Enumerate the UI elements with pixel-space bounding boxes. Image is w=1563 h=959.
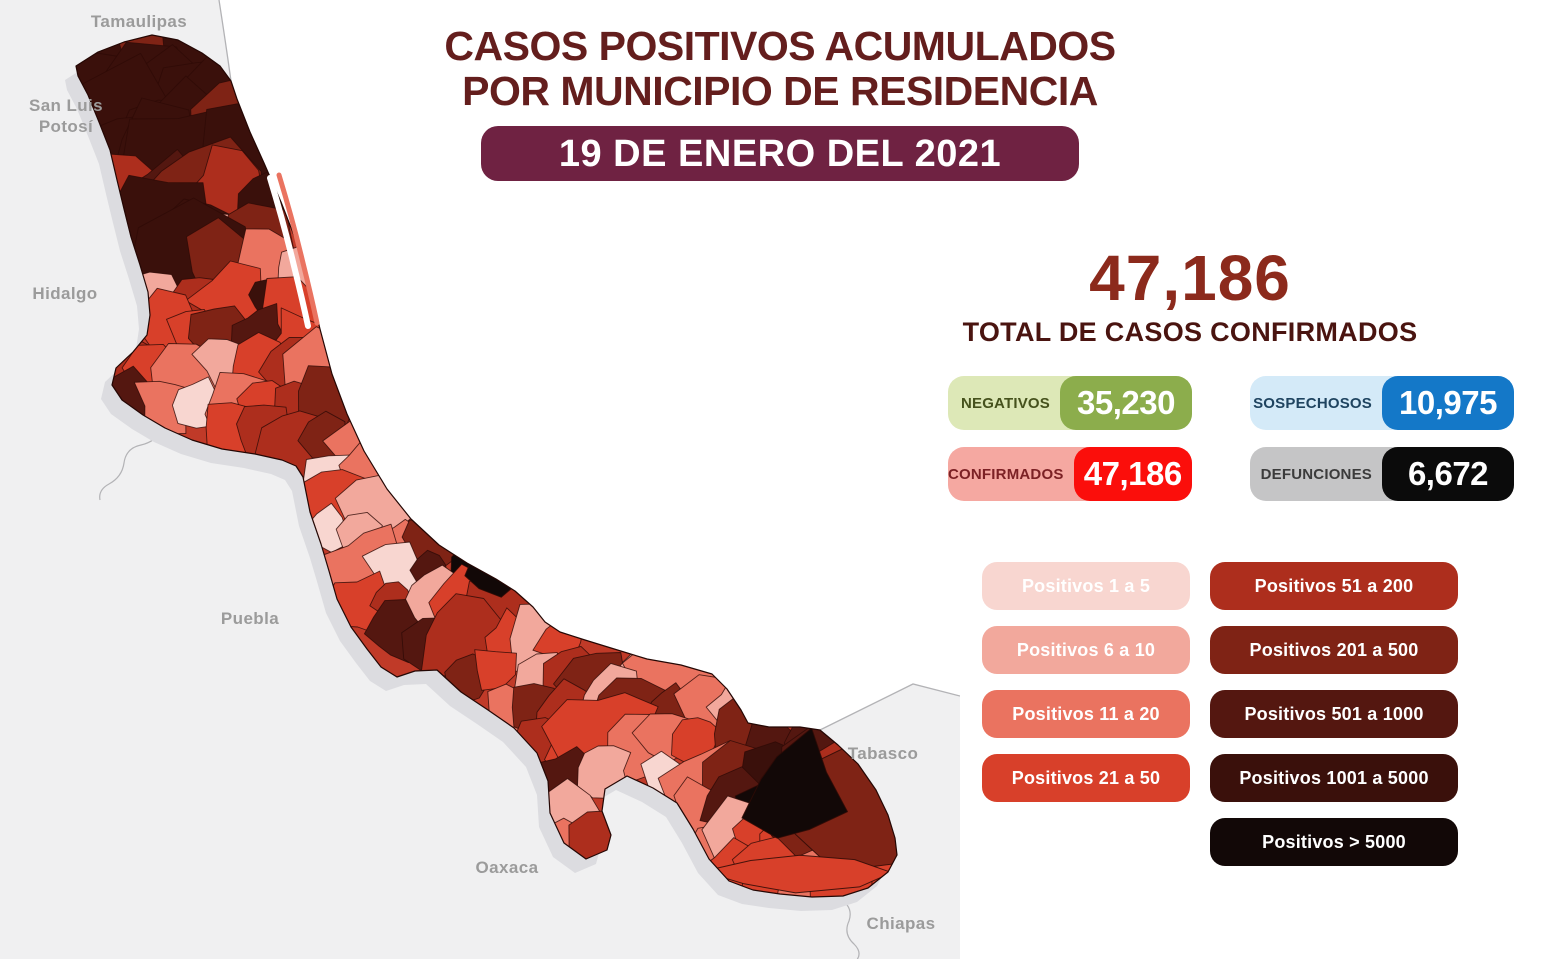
state-label-oaxaca: Oaxaca (475, 858, 539, 877)
state-label-hidalgo: Hidalgo (32, 284, 98, 303)
stat-label: DEFUNCIONES (1260, 465, 1372, 483)
stats-grid: NEGATIVOS 35,230 SOSPECHOSOS 10,975 CONF… (948, 376, 1514, 501)
legend-pill-positivos-11-20: Positivos 11 a 20 (982, 690, 1190, 738)
state-label-tabasco: Tabasco (847, 744, 919, 763)
total-confirmed-number: 47,186 (1089, 242, 1291, 314)
stat-pill-confirmados: CONFIRMADOS 47,186 (948, 447, 1192, 501)
legend-pill-positivos-201-500: Positivos 201 a 500 (1210, 626, 1458, 674)
page-title-line1: CASOS POSITIVOS ACUMULADOS (444, 23, 1116, 69)
stat-pill-sospechosos: SOSPECHOSOS 10,975 (1250, 376, 1514, 430)
stat-value: 10,975 (1382, 376, 1514, 430)
legend-pill-positivos-6-10: Positivos 6 a 10 (982, 626, 1190, 674)
page-title: CASOS POSITIVOS ACUMULADOS POR MUNICIPIO… (350, 24, 1210, 114)
date-banner: 19 DE ENERO DEL 2021 (481, 126, 1079, 181)
page-title-line2: POR MUNICIPIO DE RESIDENCIA (462, 68, 1098, 114)
legend-pill-positivos-1001-5000: Positivos 1001 a 5000 (1210, 754, 1458, 802)
state-label-chiapas: Chiapas (866, 914, 936, 933)
stat-label: CONFIRMADOS (948, 465, 1064, 483)
total-confirmed-label: TOTAL DE CASOS CONFIRMADOS (962, 317, 1418, 347)
stat-pill-defunciones: DEFUNCIONES 6,672 (1250, 447, 1514, 501)
stat-label: NEGATIVOS (960, 394, 1050, 412)
legend-column-right: Positivos 51 a 200 Positivos 201 a 500 P… (1210, 562, 1458, 866)
totals-panel: 47,186 TOTAL DE CASOS CONFIRMADOS (860, 243, 1520, 348)
stat-value: 47,186 (1073, 447, 1192, 501)
stat-value: 35,230 (1060, 376, 1192, 430)
legend-pill-positivos-1-5: Positivos 1 a 5 (982, 562, 1190, 610)
legend-pill-positivos-501-1000: Positivos 501 a 1000 (1210, 690, 1458, 738)
state-label-puebla: Puebla (220, 609, 280, 628)
legend-column-left: Positivos 1 a 5 Positivos 6 a 10 Positiv… (982, 562, 1190, 802)
legend-pill-positivos-mas-5000: Positivos > 5000 (1210, 818, 1458, 866)
legend-pill-positivos-21-50: Positivos 21 a 50 (982, 754, 1190, 802)
stat-value: 6,672 (1382, 447, 1514, 501)
state-label-tamaulipas: Tamaulipas (90, 12, 188, 31)
stat-pill-negativos: NEGATIVOS 35,230 (948, 376, 1192, 430)
state-label-san-luis-potosi: San Luis Potosí (28, 96, 104, 136)
stat-label: SOSPECHOSOS (1253, 394, 1372, 412)
veracruz-choropleth-map (0, 0, 960, 959)
legend-pill-positivos-51-200: Positivos 51 a 200 (1210, 562, 1458, 610)
